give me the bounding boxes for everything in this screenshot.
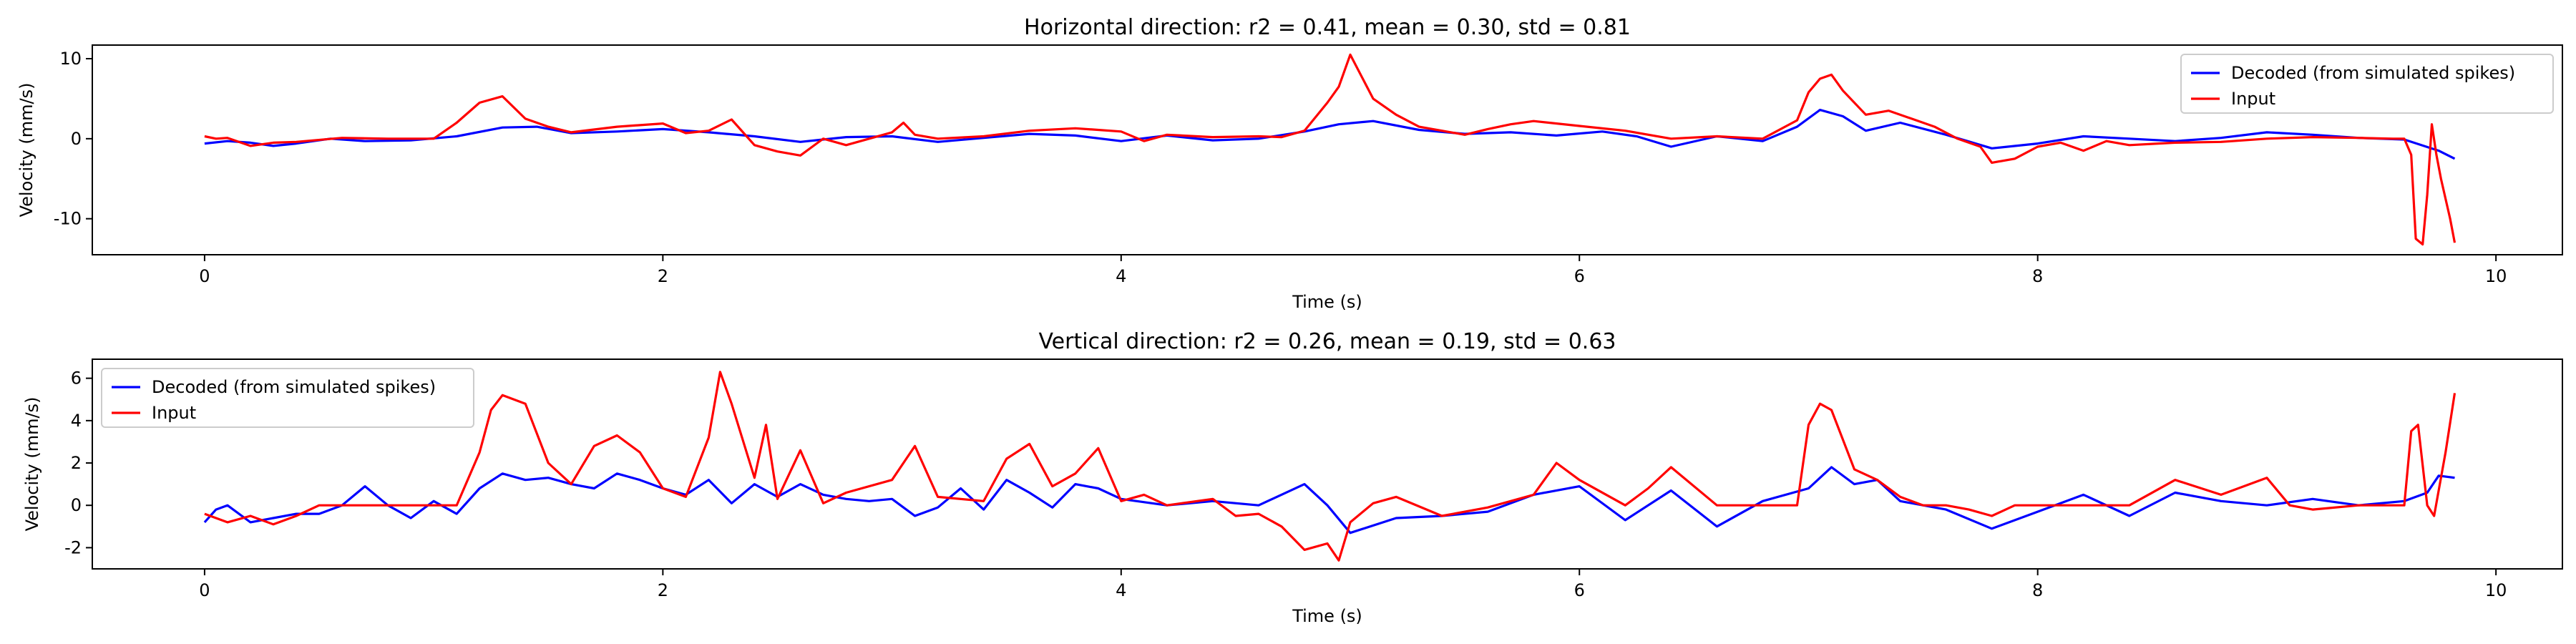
chart-title: Vertical direction: r2 = 0.26, mean = 0.… [1038, 329, 1616, 354]
x-tick-label: 4 [1116, 580, 1126, 600]
series-line-input [204, 371, 2457, 562]
axes-frame [92, 358, 2563, 570]
legend-label: Decoded (from simulated spikes) [152, 377, 436, 397]
legend-box [101, 368, 474, 428]
x-tick-label: 10 [2485, 266, 2507, 286]
axes-frame [92, 44, 2563, 255]
y-tick-label: 10 [59, 49, 82, 69]
x-axis-label: Time (s) [1292, 606, 1362, 626]
series-line-decoded [204, 109, 2456, 160]
legend: Decoded (from simulated spikes) Input [101, 368, 474, 428]
x-tick-label: 6 [1574, 580, 1585, 600]
y-axis-label: Velocity (mm/s) [16, 83, 36, 218]
x-tick-label: 2 [658, 580, 668, 600]
legend-label: Input [2231, 89, 2275, 109]
x-tick-label: 8 [2032, 580, 2043, 600]
y-tick-label: -2 [64, 537, 82, 557]
legend-box [2180, 54, 2554, 114]
legend-label: Decoded (from simulated spikes) [2231, 63, 2515, 83]
y-axis-label: Velocity (mm/s) [22, 397, 42, 532]
x-tick-label: 8 [2032, 266, 2043, 286]
x-tick-label: 6 [1574, 266, 1585, 286]
chart-title: Horizontal direction: r2 = 0.41, mean = … [1024, 15, 1631, 40]
y-tick-label: 6 [71, 369, 82, 389]
x-tick-label: 0 [199, 266, 210, 286]
x-tick-label: 4 [1116, 266, 1126, 286]
x-tick-label: 10 [2485, 580, 2507, 600]
legend: Decoded (from simulated spikes) Input [2180, 54, 2554, 114]
series-line-decoded [203, 466, 2455, 535]
x-axis-label: Time (s) [1292, 292, 1362, 312]
y-tick-label: 2 [71, 453, 82, 473]
chart-panel-1: 0 2 4 6 8 10 -2 0 2 4 6 Vertical direction: r2 = 0.… [22, 329, 2563, 626]
series-line-input [204, 53, 2457, 246]
y-tick-label: 0 [71, 495, 82, 515]
x-tick-label: 2 [658, 266, 668, 286]
x-tick-label: 0 [199, 580, 210, 600]
y-tick-label: -10 [54, 209, 82, 229]
y-tick-label: 4 [71, 411, 82, 431]
y-tick-label: 0 [71, 129, 82, 149]
chart-panel-0: 0 2 4 6 8 10 -10 0 10 Horizontal direction: r2 = … [16, 15, 2563, 312]
legend-label: Input [152, 403, 196, 423]
